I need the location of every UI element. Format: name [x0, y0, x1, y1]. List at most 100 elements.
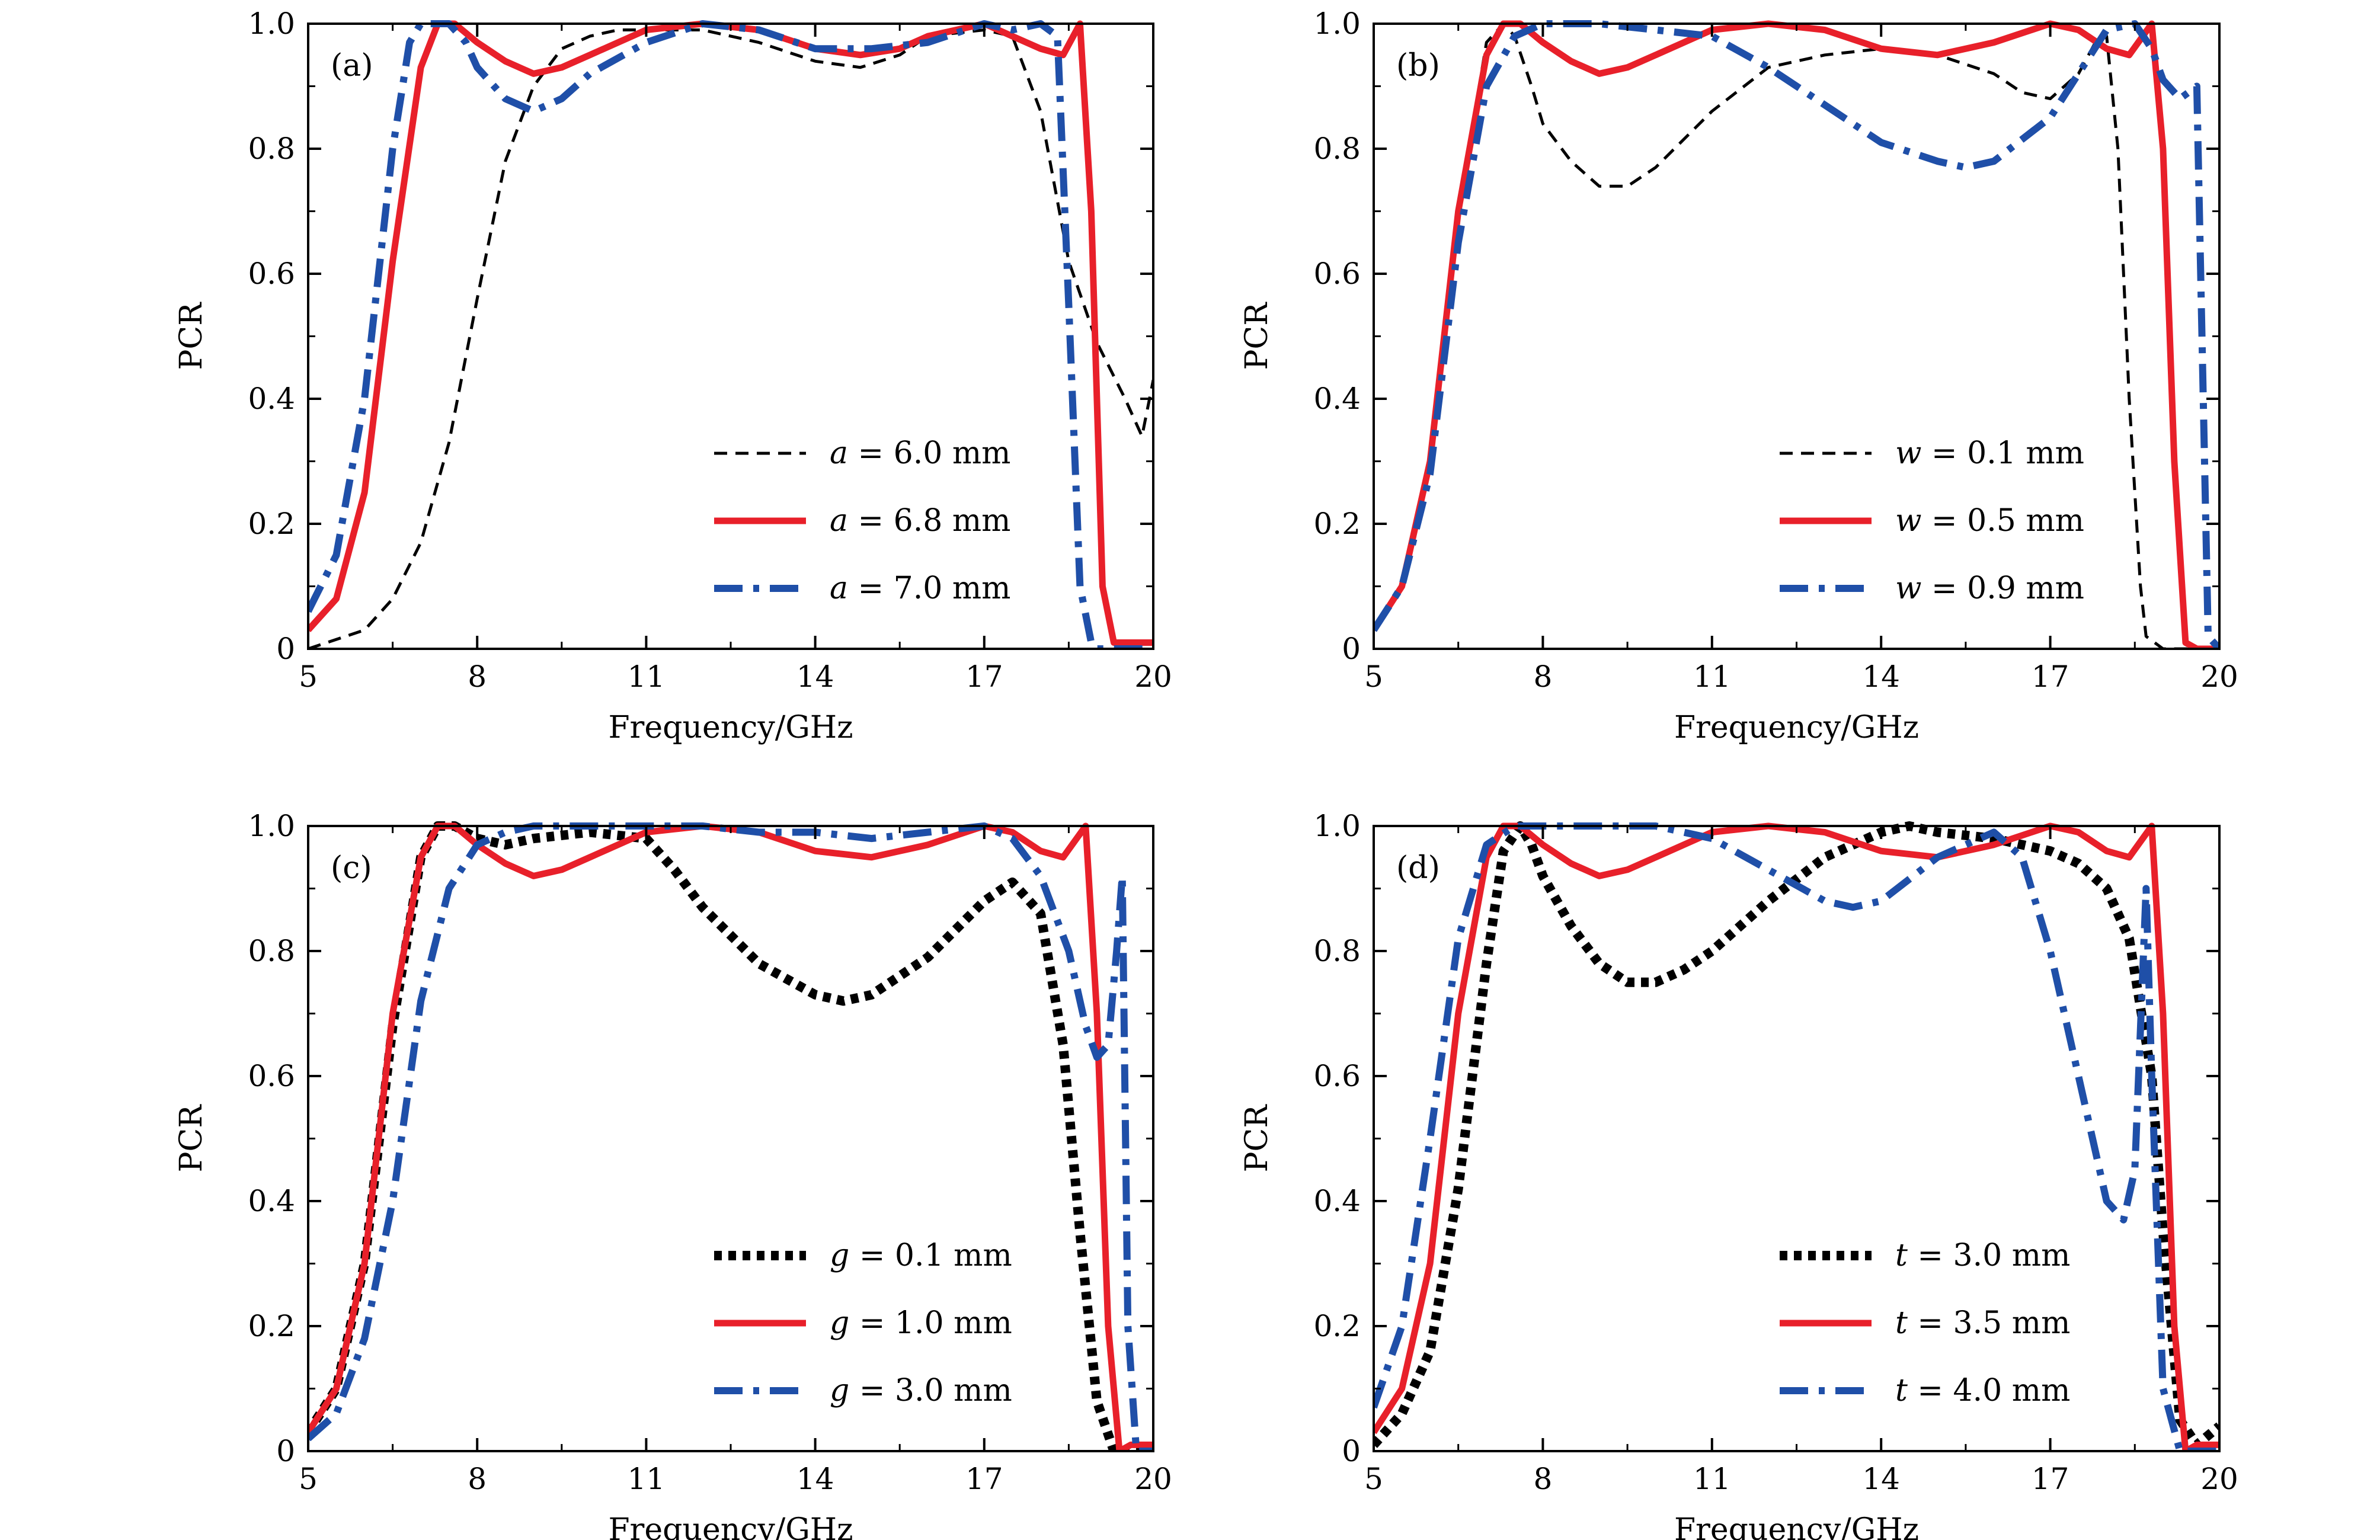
- y-tick-label: 0.6: [1313, 1059, 1361, 1093]
- legend-label-2: w = 0.5 mm: [1895, 503, 2084, 539]
- y-axis-title: PCR: [1239, 302, 1275, 370]
- panel-label: (b): [1396, 48, 1440, 84]
- chart-panel-3: 5 8 11 14 17 20 0 0.2 0.4 0.6 0.8 1.0 Frequency/GHz P…: [174, 809, 1172, 1540]
- series-line-2: [1374, 20, 2219, 650]
- y-tick-label: 1.0: [248, 809, 295, 843]
- legend-value: = 0.5 mm: [1922, 503, 2084, 539]
- plot-frame: [1373, 23, 2221, 650]
- legend-label-3: g = 3.0 mm: [830, 1373, 1012, 1408]
- x-tick-label: 14: [796, 1462, 834, 1496]
- series-line-3: [308, 20, 1153, 650]
- legend-label-3: w = 0.9 mm: [1895, 571, 2084, 606]
- x-tick-label: 5: [1364, 1462, 1383, 1496]
- legend-variable: w: [1895, 436, 1922, 471]
- y-tick-label: 0.8: [1313, 934, 1361, 968]
- series-line-3: [308, 822, 1153, 1452]
- x-tick-label: 20: [2200, 659, 2238, 694]
- legend-variable: a: [830, 503, 848, 539]
- x-tick-label: 14: [1862, 1462, 1900, 1496]
- series-line-1: [1374, 22, 2219, 650]
- y-tick-label: 0: [1342, 1434, 1361, 1468]
- legend-variable: t: [1895, 1373, 1908, 1408]
- x-tick-label: 20: [1134, 659, 1172, 694]
- x-tick-label: 5: [299, 1462, 318, 1496]
- legend-label-3: a = 7.0 mm: [830, 571, 1011, 606]
- y-tick-label: 0.4: [248, 382, 295, 416]
- y-tick-label: 0.6: [248, 257, 295, 291]
- y-tick-label: 0: [276, 632, 295, 666]
- x-tick-label: 17: [965, 659, 1003, 694]
- series-line-1: [1374, 821, 2219, 1450]
- series-line-3: [1374, 822, 2219, 1452]
- legend-variable: g: [830, 1238, 849, 1273]
- legend-value: = 3.5 mm: [1908, 1305, 2070, 1341]
- legend-label-3: t = 4.0 mm: [1895, 1373, 2070, 1408]
- x-tick-label: 8: [468, 1462, 487, 1496]
- x-axis-title: Frequency/GHz: [1674, 1512, 1919, 1540]
- y-tick-label: 0: [276, 1434, 295, 1468]
- y-tick-label: 0.8: [248, 934, 295, 968]
- series-line-3: [1374, 20, 2219, 650]
- x-axis-title: Frequency/GHz: [608, 1512, 853, 1540]
- panel-label: (c): [331, 850, 372, 886]
- chart-panel-2: 5 8 11 14 17 20 0 0.2 0.4 0.6 0.8 1.0 Frequency/GHz P…: [1239, 7, 2238, 745]
- x-tick-label: 17: [2032, 1462, 2069, 1496]
- y-tick-label: 0: [1342, 632, 1361, 666]
- legend-variable: w: [1895, 503, 1922, 539]
- y-tick-label: 0.2: [1313, 1309, 1361, 1343]
- y-tick-label: 0.2: [248, 507, 295, 541]
- x-tick-label: 8: [1533, 659, 1552, 694]
- y-axis-title: PCR: [174, 302, 209, 370]
- x-tick-label: 5: [1364, 659, 1383, 694]
- panel-label: (a): [331, 48, 373, 84]
- y-tick-label: 0.6: [248, 1059, 295, 1093]
- legend-variable: t: [1895, 1305, 1908, 1341]
- x-tick-label: 20: [1134, 1462, 1172, 1496]
- x-tick-label: 20: [2200, 1462, 2238, 1496]
- series-line-1: [308, 821, 1153, 1452]
- legend-variable: t: [1895, 1238, 1908, 1273]
- plot-frame: [307, 23, 1154, 650]
- legend-value: = 0.1 mm: [849, 1238, 1012, 1273]
- x-tick-label: 14: [796, 659, 834, 694]
- x-tick-label: 17: [965, 1462, 1003, 1496]
- legend-value: = 4.0 mm: [1908, 1373, 2070, 1408]
- x-tick-label: 8: [1533, 1462, 1552, 1496]
- y-tick-label: 0.4: [1313, 382, 1361, 416]
- y-tick-label: 1.0: [248, 7, 295, 41]
- y-tick-label: 0.8: [1313, 132, 1361, 166]
- panel-label: (d): [1396, 850, 1440, 886]
- legend-variable: w: [1895, 571, 1922, 606]
- y-tick-label: 0.8: [248, 132, 295, 166]
- x-tick-label: 11: [1693, 659, 1731, 694]
- legend-value: = 3.0 mm: [1908, 1238, 2070, 1273]
- y-tick-label: 0.4: [1313, 1184, 1361, 1218]
- y-tick-label: 0.6: [1313, 257, 1361, 291]
- legend-label-1: g = 0.1 mm: [830, 1238, 1012, 1273]
- legend-variable: g: [830, 1305, 849, 1341]
- legend-label-1: a = 6.0 mm: [830, 436, 1011, 471]
- y-axis-title: PCR: [1239, 1104, 1275, 1173]
- x-tick-label: 11: [628, 1462, 666, 1496]
- x-axis-title: Frequency/GHz: [608, 710, 853, 745]
- y-axis-title: PCR: [174, 1104, 209, 1173]
- x-tick-label: 11: [1693, 1462, 1731, 1496]
- legend-variable: a: [830, 436, 848, 471]
- y-tick-label: 0.2: [1313, 507, 1361, 541]
- legend-value: = 3.0 mm: [849, 1373, 1012, 1408]
- x-tick-label: 11: [628, 659, 666, 694]
- legend-value: = 7.0 mm: [848, 571, 1010, 606]
- legend-label-1: t = 3.0 mm: [1895, 1238, 2070, 1273]
- legend-value: = 0.9 mm: [1922, 571, 2084, 606]
- legend-label-2: t = 3.5 mm: [1895, 1305, 2070, 1341]
- legend-value: = 6.8 mm: [848, 503, 1010, 539]
- plot-frame: [307, 825, 1154, 1452]
- x-tick-label: 8: [468, 659, 487, 694]
- legend-label-1: w = 0.1 mm: [1895, 436, 2084, 471]
- legend-value: = 1.0 mm: [849, 1305, 1012, 1341]
- x-tick-label: 14: [1862, 659, 1900, 694]
- series-line-2: [308, 822, 1153, 1452]
- chart-panel-1: 5 8 11 14 17 20 0 0.2 0.4 0.6 0.8 1.0 Frequency/GHz P…: [174, 7, 1172, 745]
- series-line-2: [308, 20, 1153, 646]
